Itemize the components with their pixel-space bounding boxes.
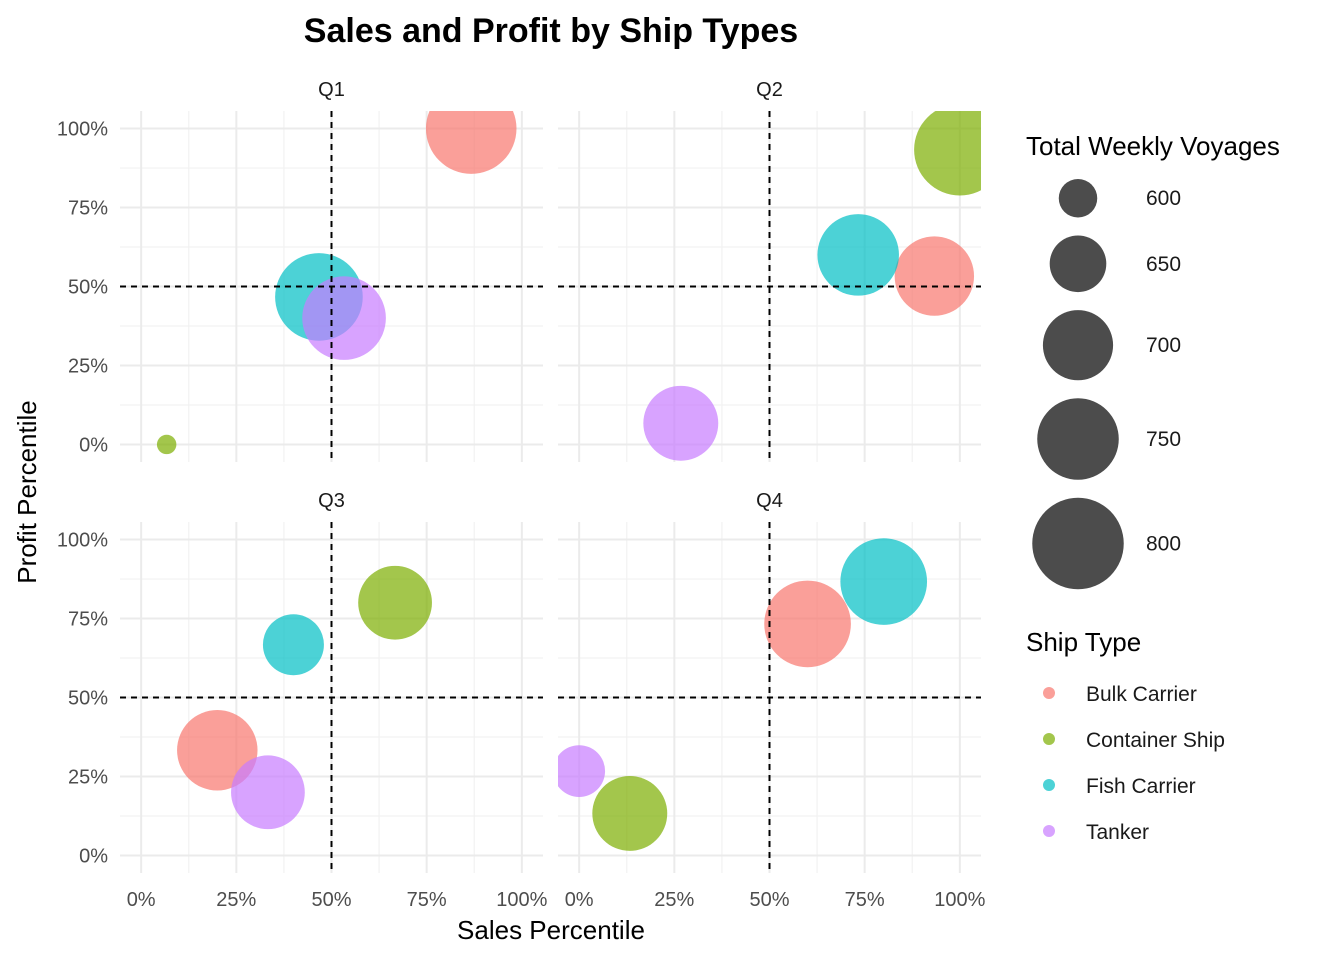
size-legend-title: Total Weekly Voyages — [1026, 131, 1280, 161]
x-tick-label: 25% — [654, 889, 694, 911]
x-tick-label: 75% — [845, 889, 885, 911]
color-legend-label: Fish Carrier — [1086, 775, 1196, 798]
size-legend-label: 750 — [1146, 428, 1181, 451]
facet-panel-q2: Q2 — [558, 79, 981, 462]
y-tick-label: 50% — [68, 277, 108, 299]
size-legend-label: 650 — [1146, 253, 1181, 276]
point-tanker — [231, 755, 305, 830]
point-bulk-carrier — [425, 111, 517, 174]
point-bulk-carrier — [764, 580, 851, 668]
points-layer — [558, 538, 928, 851]
point-container-ship — [592, 775, 668, 851]
point-container-ship — [156, 434, 177, 455]
size-legend-label: 600 — [1146, 187, 1181, 210]
y-tick-label: 25% — [68, 355, 108, 377]
point-container-ship — [914, 111, 981, 196]
facet-panel-q3: Q3 0% 25% 50% 75% 100% 0% 25% 50% 75% 100% — [57, 490, 548, 911]
color-legend-label: Tanker — [1086, 821, 1149, 844]
x-tick-label: 100% — [934, 889, 985, 911]
facet-label: Q4 — [756, 490, 783, 512]
points-layer — [177, 565, 432, 830]
x-tick-label: 100% — [496, 889, 547, 911]
size-legend-key — [1049, 235, 1107, 293]
y-tick-label: 0% — [79, 434, 108, 456]
x-tick-label: 0% — [565, 889, 594, 911]
color-legend-key — [1043, 733, 1055, 745]
y-tick-label: 75% — [68, 198, 108, 220]
x-tick-label: 0% — [127, 889, 156, 911]
size-legend-key — [1058, 179, 1098, 218]
point-bulk-carrier — [894, 236, 975, 316]
points-layer — [156, 111, 517, 455]
y-axis-title: Profit Percentile — [12, 400, 42, 584]
color-legend: Ship Type Bulk Carrier Container Ship Fish… — [1026, 627, 1225, 844]
facet-label: Q2 — [756, 79, 783, 101]
point-tanker — [643, 385, 719, 461]
y-tick-label: 25% — [68, 766, 108, 788]
color-legend-key — [1043, 687, 1055, 699]
point-container-ship — [358, 565, 432, 640]
color-legend-title: Ship Type — [1026, 627, 1141, 657]
facet-label: Q1 — [318, 79, 345, 101]
point-fish-carrier — [817, 214, 899, 296]
chart-title: Sales and Profit by Ship Types — [304, 12, 798, 50]
x-tick-label: 50% — [311, 889, 351, 911]
x-axis-title: Sales Percentile — [457, 915, 645, 945]
size-legend-key — [1037, 398, 1119, 480]
color-legend-key — [1043, 825, 1055, 837]
y-tick-label: 50% — [68, 688, 108, 710]
points-layer — [643, 111, 981, 461]
point-tanker — [302, 276, 386, 360]
facet-panels: Q1 0% 25% 50% 75% 100% Q2 Q3 0% 25% 50% 75% 100% 0% 25… — [57, 79, 986, 911]
color-legend-label: Bulk Carrier — [1086, 683, 1197, 706]
facet-label: Q3 — [318, 490, 345, 512]
color-legend-label: Container Ship — [1086, 729, 1225, 752]
facet-panel-q1: Q1 0% 25% 50% 75% 100% — [57, 79, 543, 462]
color-legend-key — [1043, 779, 1055, 791]
point-fish-carrier — [840, 538, 928, 625]
point-bulk-carrier — [177, 710, 258, 791]
size-legend: Total Weekly Voyages 600 650 700 750 800 — [1026, 131, 1280, 590]
size-legend-label: 800 — [1146, 533, 1181, 556]
point-tanker — [558, 745, 606, 798]
x-tick-label: 75% — [407, 889, 447, 911]
point-fish-carrier — [262, 614, 324, 676]
y-tick-label: 75% — [68, 609, 108, 631]
size-legend-key — [1042, 310, 1114, 381]
facet-panel-q4: Q4 0% 25% 50% 75% 100% — [558, 490, 986, 911]
y-tick-label: 100% — [57, 530, 108, 552]
x-tick-label: 50% — [749, 889, 789, 911]
y-tick-label: 0% — [79, 845, 108, 867]
size-legend-label: 700 — [1146, 334, 1181, 357]
x-tick-label: 25% — [216, 889, 256, 911]
size-legend-key — [1032, 497, 1124, 590]
y-tick-label: 100% — [57, 119, 108, 141]
